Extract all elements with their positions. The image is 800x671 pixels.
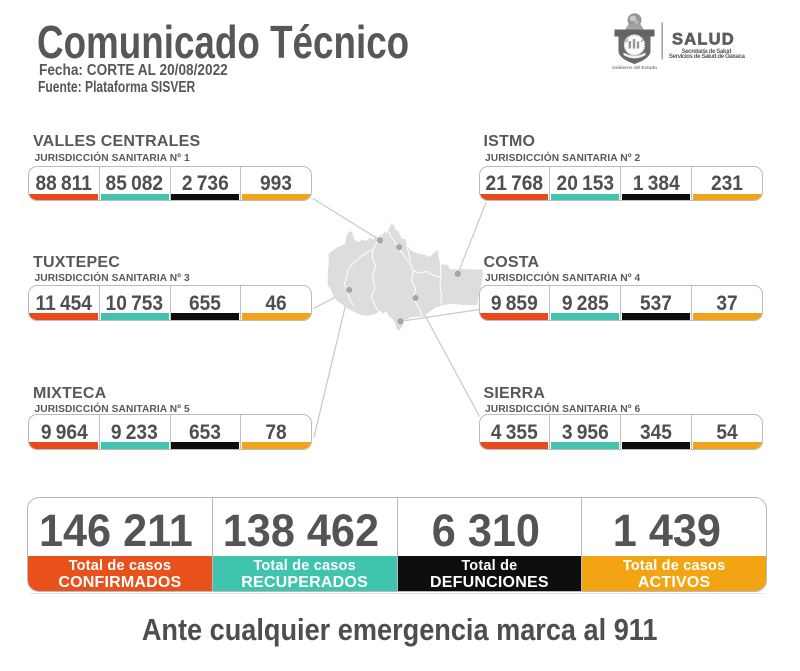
svg-text:Servicios de Salud de Oaxaca: Servicios de Salud de Oaxaca (669, 53, 746, 60)
svg-text:Secretaría de Salud: Secretaría de Salud (682, 48, 732, 55)
svg-text:SALUD: SALUD (672, 31, 735, 49)
svg-text:Gobierno del Estado: Gobierno del Estado (612, 65, 657, 71)
